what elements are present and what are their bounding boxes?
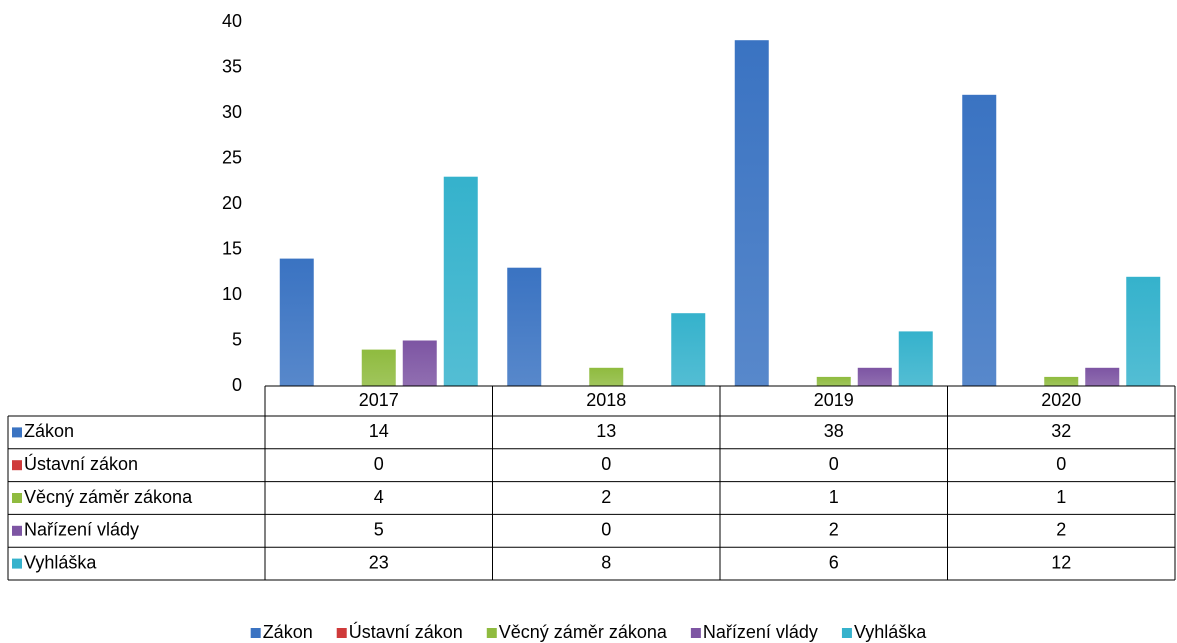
table-cell: 38 <box>824 421 844 441</box>
bar <box>402 340 437 386</box>
y-tick-label: 35 <box>222 56 242 76</box>
table-row-label: Nařízení vlády <box>24 520 139 540</box>
bar <box>734 40 769 386</box>
y-tick-label: 30 <box>222 102 242 122</box>
legend-label: Nařízení vlády <box>703 622 818 642</box>
bar <box>1044 376 1079 386</box>
table-cell: 2 <box>1056 520 1066 540</box>
table-cell: 4 <box>374 487 384 507</box>
x-tick-label: 2018 <box>586 390 626 410</box>
table-cell: 14 <box>369 421 389 441</box>
legend-key <box>336 628 347 638</box>
legend-key <box>486 628 497 638</box>
y-tick-label: 5 <box>232 329 242 349</box>
legend-label: Vyhláška <box>854 622 927 642</box>
legend-item: Ústavní zákon <box>336 621 463 642</box>
table-cell: 2 <box>601 487 611 507</box>
table-key <box>12 460 22 471</box>
bar <box>816 376 851 386</box>
table-cell: 23 <box>369 552 389 572</box>
bar <box>962 94 997 387</box>
table-cell: 5 <box>374 520 384 540</box>
table-cell: 1 <box>1056 487 1066 507</box>
table-cell: 0 <box>1056 454 1066 474</box>
table-key <box>12 558 22 569</box>
bar <box>1126 276 1161 386</box>
legend-key <box>250 628 261 638</box>
bar <box>361 349 396 386</box>
legend-label: Věcný záměr zákona <box>499 622 668 642</box>
table-cell: 13 <box>596 421 616 441</box>
table-cell: 2 <box>829 520 839 540</box>
table-cell: 0 <box>374 454 384 474</box>
legend-key <box>690 628 701 638</box>
legend-item: Nařízení vlády <box>690 622 818 642</box>
table-row-label: Zákon <box>24 421 74 441</box>
table-cell: 12 <box>1051 552 1071 572</box>
legend-item: Věcný záměr zákona <box>486 622 668 642</box>
x-tick-label: 2019 <box>814 390 854 410</box>
legend-item: Zákon <box>250 622 313 642</box>
table-cell: 0 <box>601 520 611 540</box>
y-tick-label: 15 <box>222 238 242 258</box>
x-tick-label: 2017 <box>359 390 399 410</box>
y-tick-label: 10 <box>222 284 242 304</box>
legend-label: Ústavní zákon <box>349 621 463 642</box>
bar <box>898 331 933 386</box>
y-tick-label: 40 <box>222 11 242 31</box>
bar <box>589 367 624 386</box>
bar <box>671 313 706 386</box>
y-tick-label: 25 <box>222 147 242 167</box>
table-cell: 0 <box>601 454 611 474</box>
bar <box>279 258 314 386</box>
legend-label: Zákon <box>263 622 313 642</box>
table-key <box>12 493 22 503</box>
table-key <box>12 427 22 438</box>
y-tick-label: 20 <box>222 193 242 213</box>
x-tick-label: 2020 <box>1041 390 1081 410</box>
bar <box>443 176 478 386</box>
table-cell: 6 <box>829 552 839 572</box>
bar <box>857 367 892 386</box>
legend-item: Vyhláška <box>841 622 927 642</box>
table-cell: 32 <box>1051 421 1071 441</box>
table-cell: 1 <box>829 487 839 507</box>
table-row-label: Ústavní zákon <box>24 453 138 474</box>
bar <box>507 267 542 386</box>
table-cell: 8 <box>601 552 611 572</box>
bar <box>1085 367 1120 386</box>
table-cell: 0 <box>829 454 839 474</box>
table-row-label: Věcný záměr zákona <box>24 487 193 507</box>
table-row-label: Vyhláška <box>24 552 97 572</box>
legend-key <box>841 628 852 638</box>
y-tick-label: 0 <box>232 375 242 395</box>
table-key <box>12 525 22 536</box>
